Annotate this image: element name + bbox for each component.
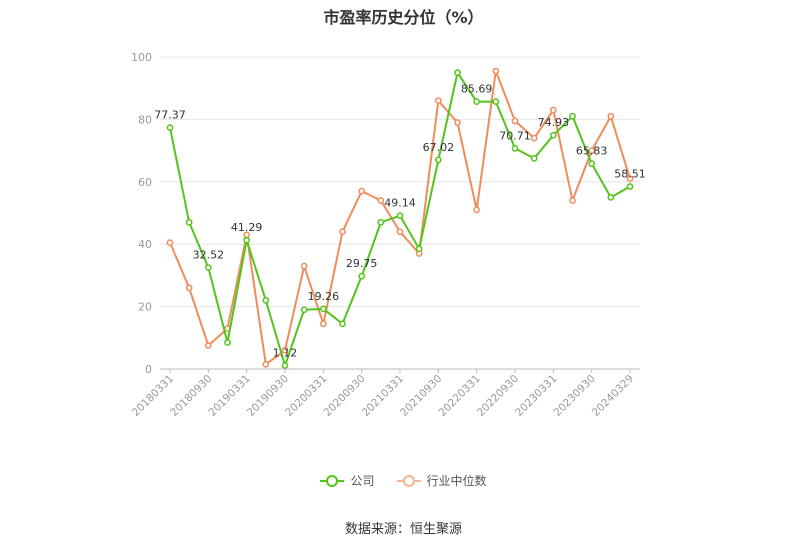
series-layer bbox=[166, 67, 634, 369]
company-data-label: 77.37 bbox=[154, 109, 186, 122]
industry-point bbox=[281, 346, 289, 354]
legend-item-industry[interactable]: 行业中位数 bbox=[396, 472, 487, 489]
company-data-label: 1.12 bbox=[273, 347, 298, 360]
industry-point bbox=[262, 360, 270, 368]
y-tick-label: 20 bbox=[138, 301, 152, 314]
company-point bbox=[243, 236, 251, 244]
legend-company-swatch bbox=[320, 474, 345, 487]
industry-point bbox=[377, 197, 385, 204]
source-note: 数据来源：恒生聚源 bbox=[344, 522, 462, 537]
company-point bbox=[319, 305, 327, 313]
industry-point bbox=[166, 239, 174, 246]
industry-point bbox=[454, 119, 461, 126]
company-point bbox=[262, 297, 270, 304]
legend-industry-swatch bbox=[396, 474, 421, 487]
company-point bbox=[607, 194, 615, 201]
company-point bbox=[185, 219, 193, 226]
industry-point bbox=[569, 197, 576, 204]
legend: 公司 行业中位数 bbox=[0, 472, 807, 489]
legend-company-label: 公司 bbox=[350, 474, 375, 488]
company-point bbox=[569, 112, 576, 120]
company-point bbox=[224, 339, 231, 346]
industry-point bbox=[396, 228, 404, 236]
industry-point bbox=[511, 117, 519, 125]
y-tick-label: 60 bbox=[138, 176, 152, 189]
y-tick-label: 100 bbox=[131, 51, 152, 64]
company-point bbox=[473, 98, 481, 105]
y-tick-label: 80 bbox=[138, 113, 152, 126]
industry-point bbox=[185, 284, 193, 292]
industry-point bbox=[492, 67, 500, 75]
company-point bbox=[492, 98, 500, 105]
industry-point bbox=[549, 106, 557, 114]
company-point bbox=[434, 156, 442, 164]
industry-point bbox=[319, 320, 327, 328]
company-point bbox=[166, 124, 174, 131]
company-point bbox=[204, 264, 212, 271]
company-point bbox=[339, 320, 346, 328]
company-data-label: 32.52 bbox=[193, 249, 225, 262]
y-tick-label: 0 bbox=[145, 363, 152, 376]
company-point bbox=[588, 160, 596, 167]
company-point bbox=[511, 145, 519, 152]
company-data-label: 74.93 bbox=[538, 116, 570, 129]
chart-title: 市盈率历史分位（%） bbox=[323, 8, 484, 27]
y-tick-label: 40 bbox=[138, 238, 152, 251]
legend-item-company[interactable]: 公司 bbox=[320, 472, 375, 489]
label-layer: 77.37 32.52 41.29 1.12 19.26 29.75 49.14 67.02 8… bbox=[154, 83, 646, 360]
industry-point bbox=[607, 112, 615, 120]
company-data-label: 70.71 bbox=[499, 129, 531, 142]
company-data-label: 41.29 bbox=[231, 221, 263, 234]
company-point bbox=[549, 131, 557, 139]
company-point bbox=[454, 69, 461, 76]
x-tick-label: 20240329 bbox=[590, 373, 636, 419]
company-point bbox=[281, 362, 289, 369]
company-point bbox=[377, 219, 385, 226]
industry-point bbox=[358, 187, 366, 195]
company-data-label: 67.02 bbox=[423, 141, 455, 154]
industry-point bbox=[434, 97, 442, 105]
axis-layer: 0204060801002018033120180930201903312019… bbox=[130, 51, 640, 419]
grid-layer bbox=[160, 56, 640, 308]
company-data-label: 29.75 bbox=[346, 257, 378, 270]
company-point bbox=[530, 155, 538, 162]
company-point bbox=[358, 272, 366, 280]
industry-point bbox=[473, 206, 481, 214]
industry-point bbox=[204, 342, 212, 349]
company-point bbox=[300, 306, 308, 314]
legend-industry-label: 行业中位数 bbox=[426, 474, 487, 488]
company-data-label: 49.14 bbox=[384, 197, 416, 210]
company-data-label: 85.69 bbox=[461, 83, 493, 96]
company-point bbox=[396, 212, 404, 220]
company-data-label: 58.51 bbox=[614, 167, 646, 180]
industry-point bbox=[626, 175, 634, 183]
company-point bbox=[415, 245, 423, 253]
industry-point bbox=[530, 134, 538, 142]
industry-point bbox=[300, 262, 308, 270]
industry-point bbox=[588, 147, 596, 154]
company-point bbox=[626, 183, 634, 190]
industry-point bbox=[339, 228, 346, 236]
company-data-label: 65.83 bbox=[576, 145, 608, 158]
company-data-label: 19.26 bbox=[308, 290, 340, 303]
